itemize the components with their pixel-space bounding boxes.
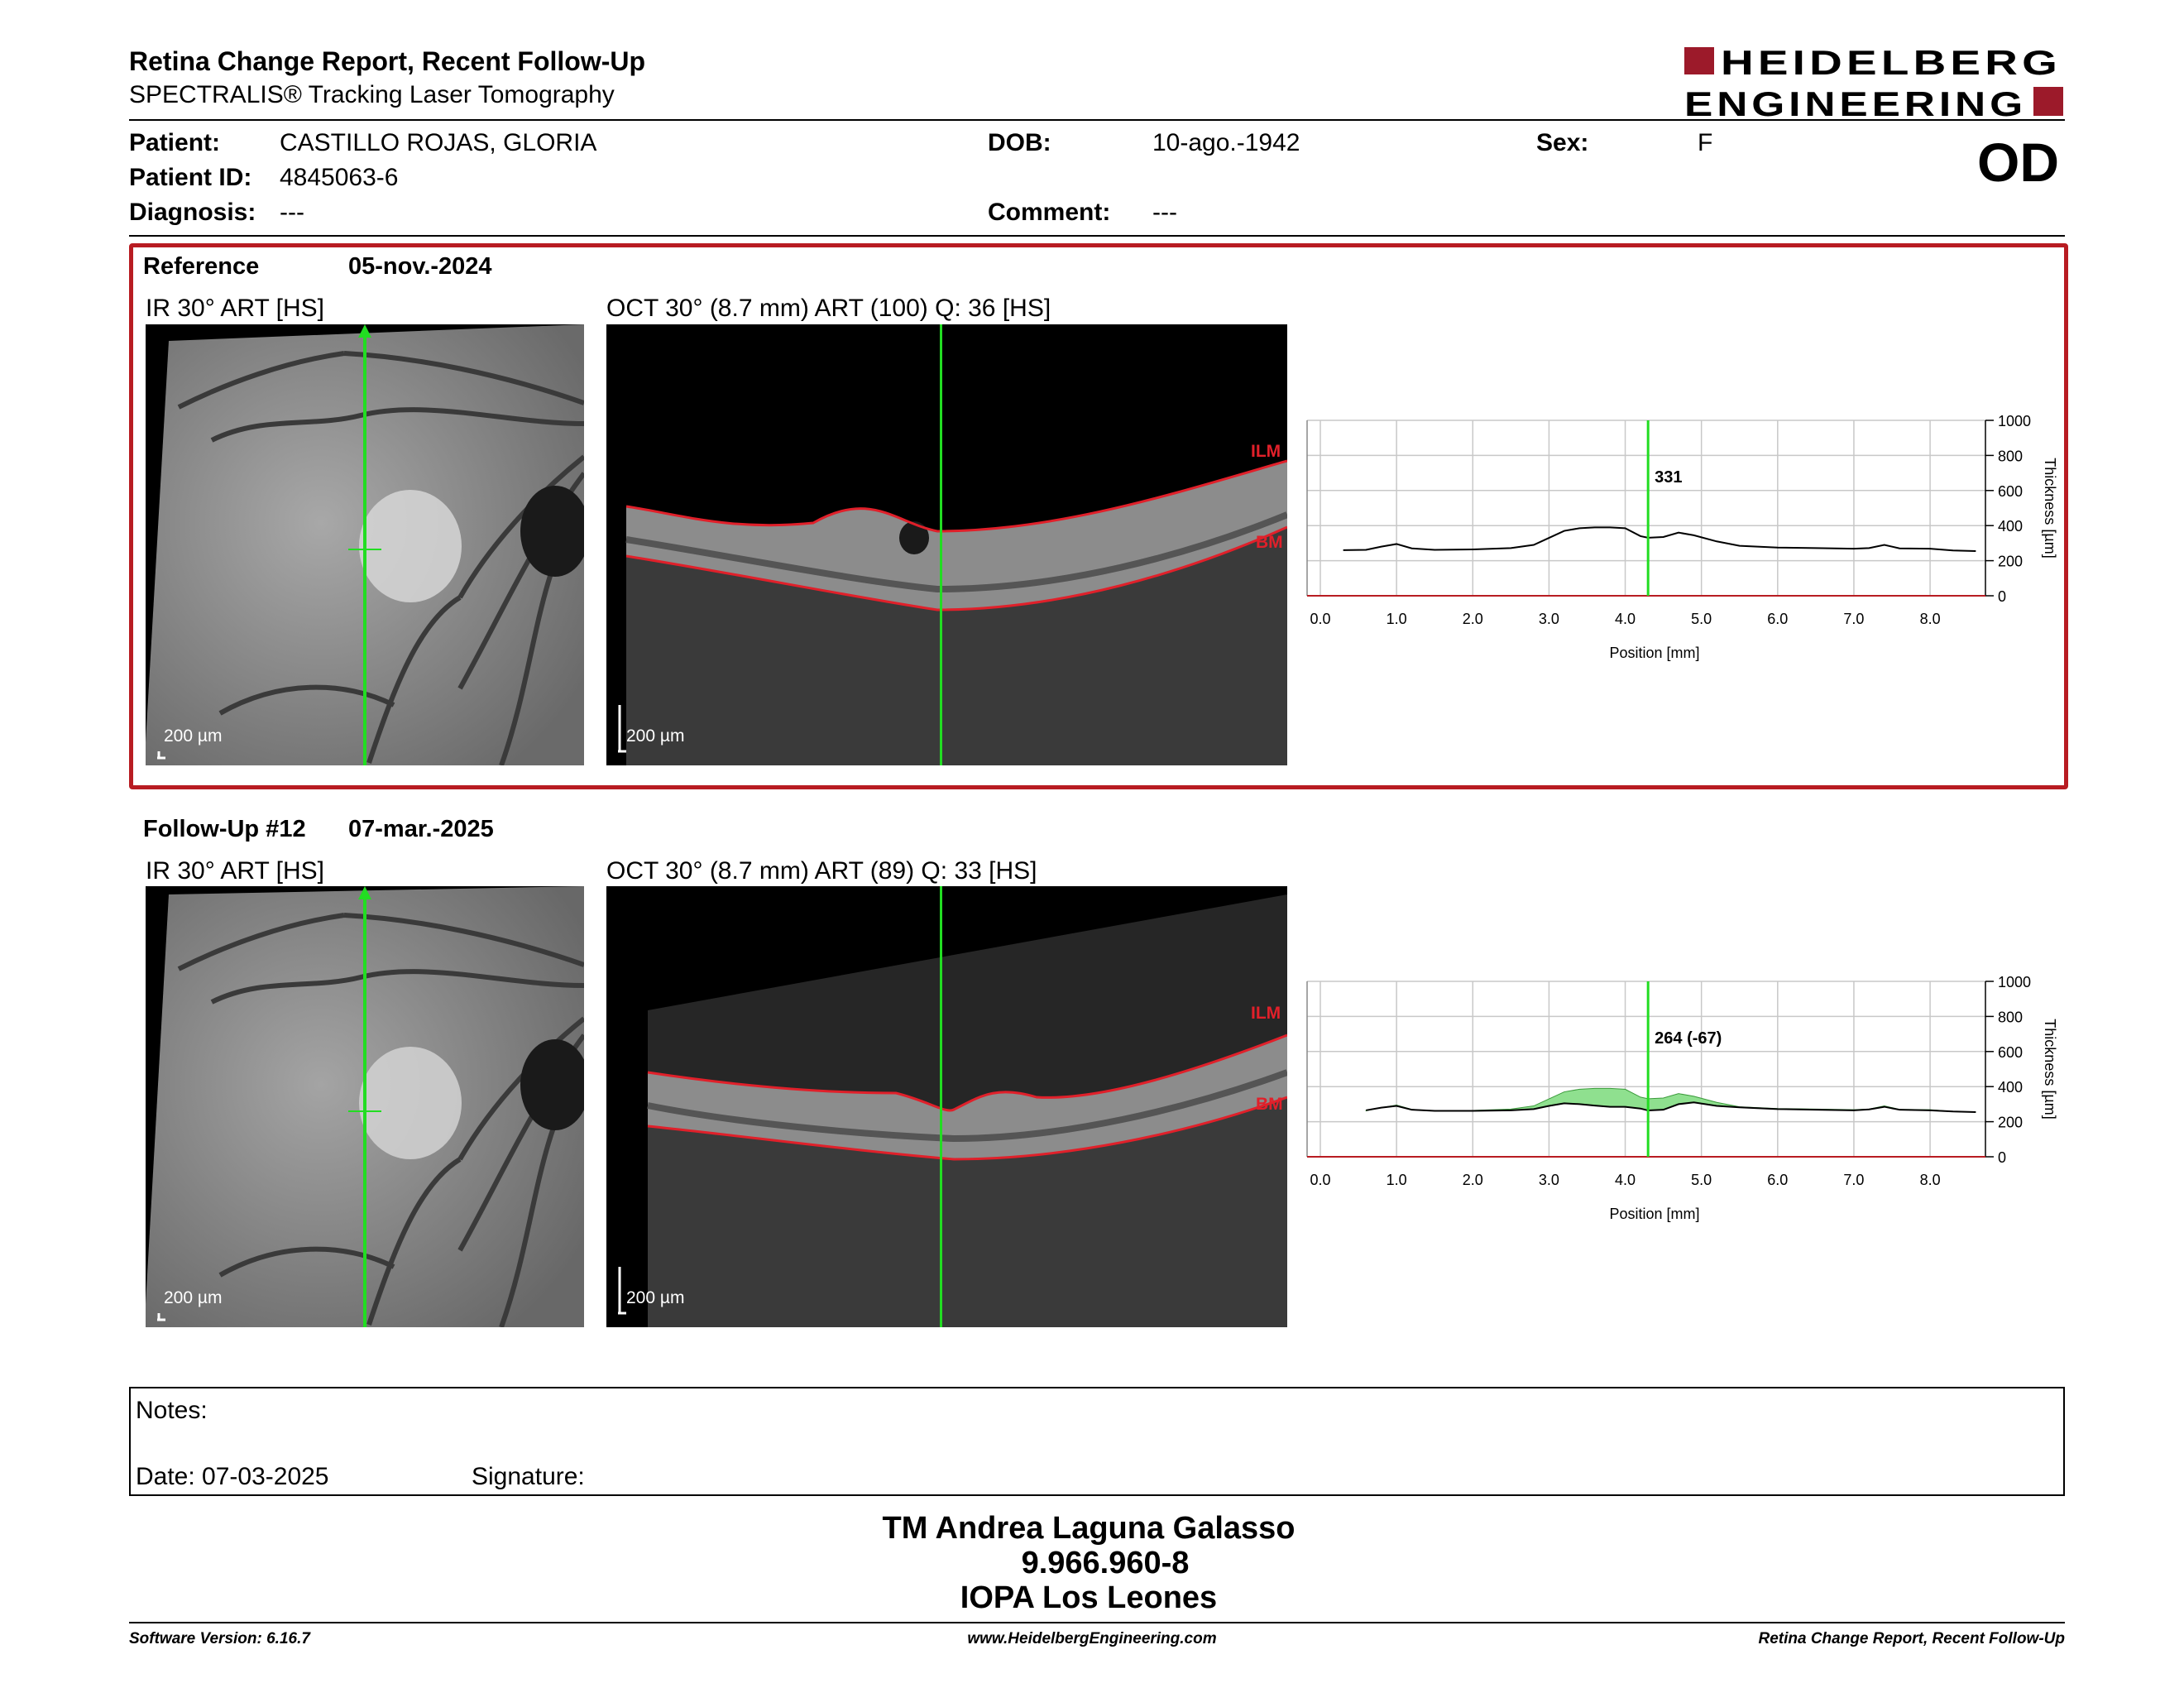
reference-thickness-chart: 1000 800 600 400 200 0 0.0 1.0 2.0 3.0 4.0 5.0 6.0 7.… — [1306, 413, 2058, 661]
cursor-value-label: 331 — [1655, 468, 1682, 487]
followup-oct-scale-label: 200 µm — [626, 1288, 685, 1307]
x-axis-label: Position [mm] — [1609, 1206, 1699, 1222]
followup-thickness-chart: 1000 800 600 400 200 0 0.0 1.0 2.0 3.0 4.0 5.0 6.0 7.… — [1306, 974, 2058, 1222]
x-tick-label: 3.0 — [1539, 611, 1559, 627]
y-axis-label: Thickness [µm] — [2042, 1019, 2058, 1119]
thickness-line — [1343, 526, 1976, 552]
reference-bm-label: BM — [1256, 533, 1283, 552]
reference-oct-scale-label: 200 µm — [626, 727, 685, 746]
y-axis-label: Thickness [µm] — [2042, 458, 2058, 558]
eye-indicator: OD — [1977, 132, 2059, 193]
y-tick-label: 0 — [1998, 588, 2006, 605]
patient-name: CASTILLO ROJAS, GLORIA — [280, 129, 597, 156]
x-tick-label: 4.0 — [1615, 1172, 1636, 1188]
x-tick-label: 2.0 — [1463, 1172, 1483, 1188]
y-tick-label: 400 — [1998, 1079, 2023, 1096]
x-tick-label: 8.0 — [1920, 611, 1941, 627]
reference-oct-scan-line — [940, 324, 942, 765]
x-tick-label: 6.0 — [1767, 611, 1788, 627]
x-tick-label: 7.0 — [1843, 1172, 1864, 1188]
reference-oct-title: OCT 30° (8.7 mm) ART (100) Q: 36 [HS] — [606, 295, 1051, 322]
x-tick-label: 3.0 — [1539, 1172, 1559, 1188]
y-tick-label: 800 — [1998, 448, 2023, 464]
reference-box — [129, 243, 2068, 789]
sex-value: F — [1698, 129, 1713, 156]
diagnosis-label: Diagnosis: — [129, 199, 256, 226]
footer-report-name: Retina Change Report, Recent Follow-Up — [1758, 1630, 2065, 1647]
x-tick-label: 1.0 — [1387, 611, 1407, 627]
x-tick-label: 0.0 — [1310, 1172, 1330, 1188]
x-tick-label: 0.0 — [1310, 611, 1330, 627]
footer-divider — [129, 1622, 2065, 1623]
x-tick-label: 7.0 — [1843, 611, 1864, 627]
reference-ilm-label: ILM — [1251, 442, 1281, 461]
y-tick-label: 400 — [1998, 518, 2023, 535]
header-divider — [129, 119, 2065, 121]
x-tick-label: 4.0 — [1615, 611, 1636, 627]
logo-line1: HEIDELBERG — [1721, 43, 2062, 82]
y-tick-label: 0 — [1998, 1149, 2006, 1166]
notes-label: Notes: — [136, 1397, 208, 1424]
reference-ir-scale-label: 200 µm — [164, 727, 223, 746]
heidelberg-logo: HEIDELBERG ENGINEERING — [1684, 43, 2063, 121]
report-title: Retina Change Report, Recent Follow-Up — [129, 46, 646, 76]
comment-value: --- — [1152, 199, 1177, 226]
cursor-value-label: 264 (-67) — [1655, 1029, 1722, 1048]
y-tick-label: 600 — [1998, 483, 2023, 500]
reference-label: Reference — [143, 253, 260, 280]
change-area — [1365, 1087, 1976, 1113]
x-axis-label: Position [mm] — [1609, 645, 1699, 661]
y-tick-label: 800 — [1998, 1009, 2023, 1025]
notes-date: Date: 07-03-2025 — [136, 1463, 329, 1490]
x-tick-label: 2.0 — [1463, 611, 1483, 627]
y-tick-label: 200 — [1998, 554, 2023, 570]
patient-id-label: Patient ID: — [129, 164, 252, 191]
x-tick-label: 8.0 — [1920, 1172, 1941, 1188]
y-tick-label: 200 — [1998, 1115, 2023, 1131]
x-tick-label: 1.0 — [1387, 1172, 1407, 1188]
patient-label: Patient: — [129, 129, 221, 156]
y-tick-label: 1000 — [1998, 413, 2031, 429]
sex-label: Sex: — [1536, 129, 1589, 156]
dob-label: DOB: — [988, 129, 1051, 156]
footer-software-version: Software Version: 6.16.7 — [129, 1630, 310, 1647]
reference-oct-image: 200 µm ILM BM — [606, 324, 1287, 765]
x-tick-label: 6.0 — [1767, 1172, 1788, 1188]
reference-ir-image: 200 µm — [146, 324, 584, 765]
followup-ilm-label: ILM — [1251, 1004, 1281, 1023]
followup-bm-label: BM — [1256, 1095, 1283, 1114]
followup-label: Follow-Up #12 — [143, 816, 306, 842]
followup-ir-title: IR 30° ART [HS] — [146, 857, 324, 885]
followup-ir-scale-label: 200 µm — [164, 1288, 223, 1307]
report-subtitle: SPECTRALIS® Tracking Laser Tomography — [129, 81, 615, 108]
followup-oct-title: OCT 30° (8.7 mm) ART (89) Q: 33 [HS] — [606, 857, 1037, 885]
diagnosis-value: --- — [280, 199, 304, 226]
signature-label: Signature: — [472, 1463, 585, 1490]
reference-date: 05-nov.-2024 — [348, 253, 492, 280]
comment-label: Comment: — [988, 199, 1111, 226]
thickness-line — [1366, 1101, 1976, 1113]
logo-line2: ENGINEERING — [1684, 84, 2027, 121]
followup-ir-image: 200 µm — [146, 886, 584, 1327]
x-tick-label: 5.0 — [1691, 611, 1712, 627]
followup-date: 07-mar.-2025 — [348, 816, 494, 842]
x-tick-label: 5.0 — [1691, 1172, 1712, 1188]
followup-oct-image: 200 µm ILM BM — [606, 886, 1287, 1327]
followup-oct-scan-line — [940, 886, 942, 1327]
patient-divider — [129, 235, 2065, 237]
signoff-institution: IOPA Los Leones — [960, 1580, 1218, 1615]
reference-ir-title: IR 30° ART [HS] — [146, 295, 324, 322]
notes-box: Notes: Date: 07-03-2025 Signature: — [129, 1387, 2065, 1496]
dob-value: 10-ago.-1942 — [1152, 129, 1300, 156]
signoff-name: TM Andrea Laguna Galasso — [882, 1511, 1296, 1546]
y-tick-label: 600 — [1998, 1044, 2023, 1061]
signoff-id: 9.966.960-8 — [1021, 1546, 1190, 1580]
footer-website: www.HeidelbergEngineering.com — [967, 1630, 1217, 1647]
patient-id: 4845063-6 — [280, 164, 399, 191]
y-tick-label: 1000 — [1998, 974, 2031, 990]
